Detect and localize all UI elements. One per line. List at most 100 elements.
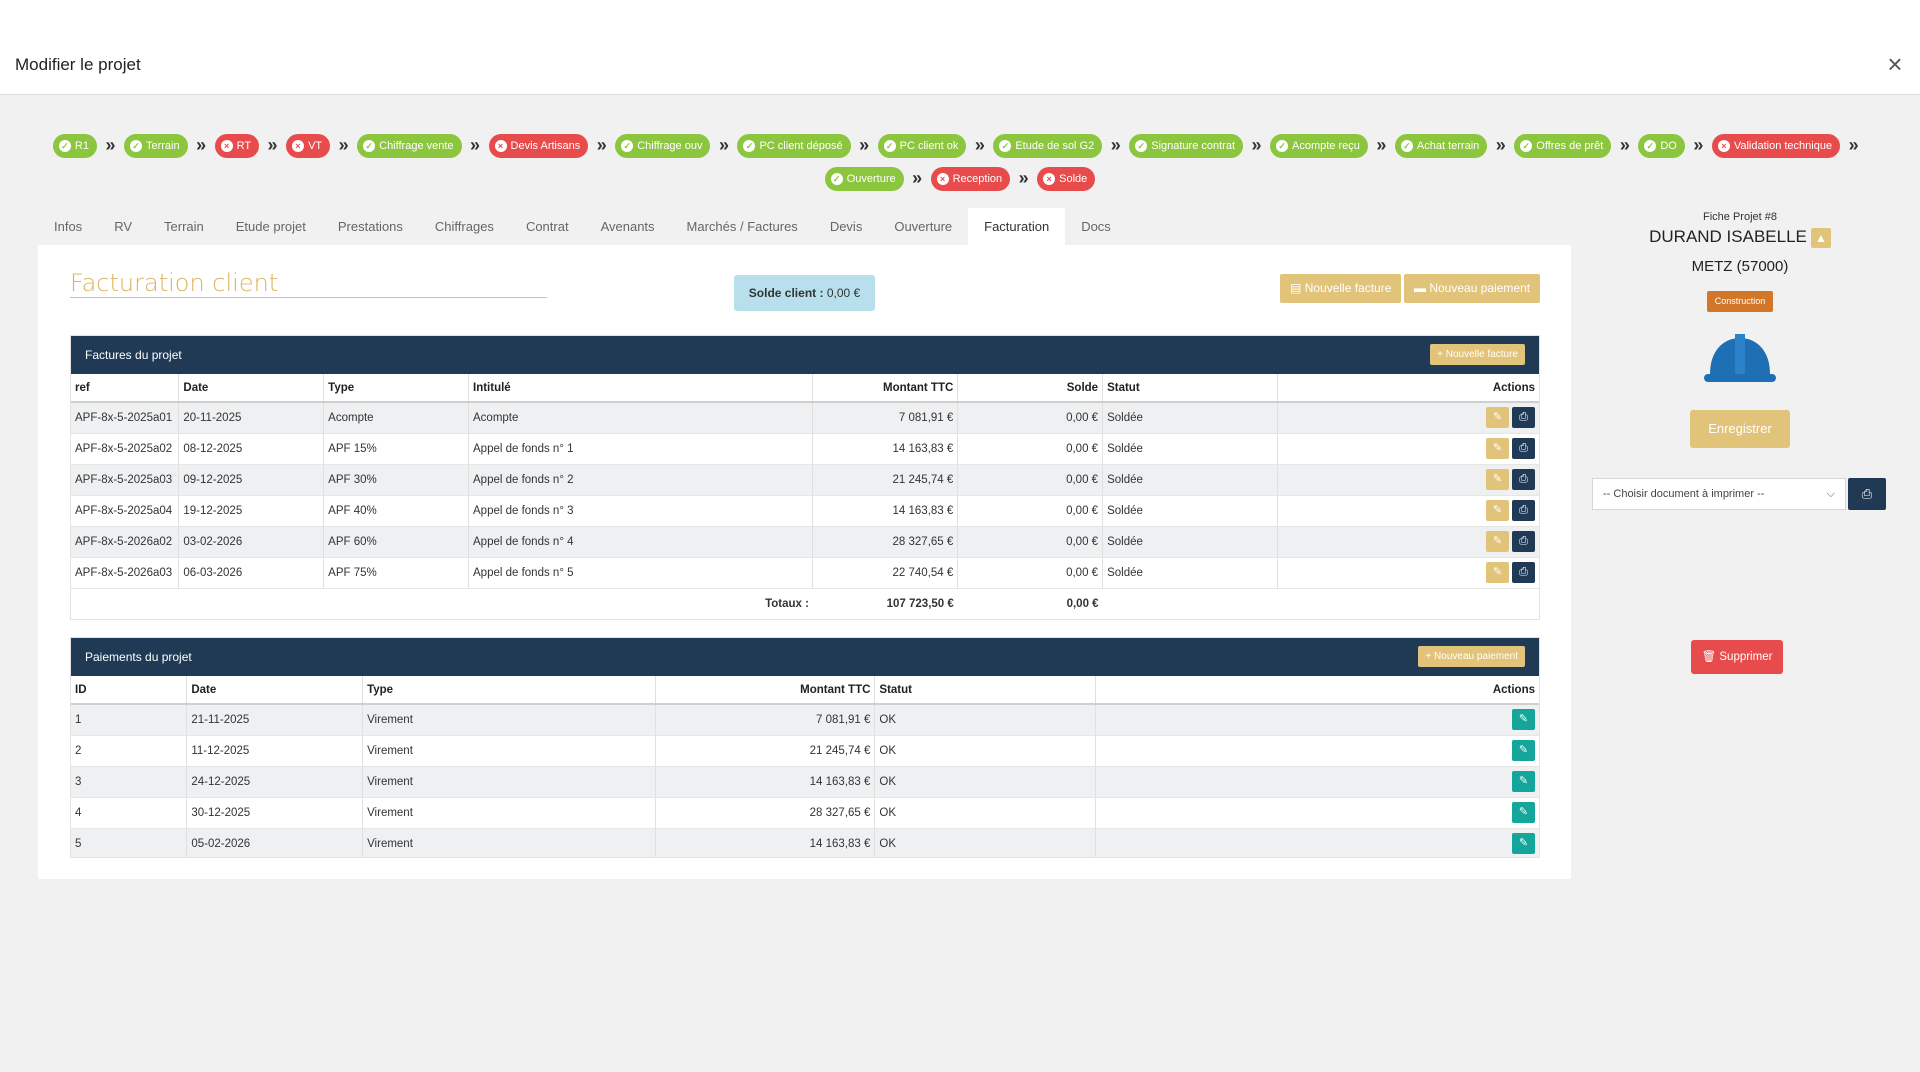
edit-icon[interactable]: ✎ [1512,709,1535,731]
table-cell: Soldée [1102,557,1278,589]
column-header[interactable]: ref [71,374,180,403]
step-badge[interactable]: ✓ Terrain [123,133,188,158]
step-badge[interactable]: × Reception [930,166,1011,191]
double-chevron-right-icon: » [338,135,349,155]
step-badge[interactable]: × Devis Artisans [488,133,589,158]
column-header[interactable]: Statut [1102,374,1278,403]
solde-label: Solde client : [748,286,824,300]
tab-infos[interactable]: Infos [54,219,83,234]
empty-cell [178,588,324,619]
step-badge[interactable]: ✓ Offres de prêt [1514,133,1612,158]
step-badge[interactable]: ✓ Chiffrage vente [357,133,462,158]
print-icon[interactable]: ⎙ [1512,407,1535,429]
tab-docs[interactable]: Docs [1081,219,1111,234]
double-chevron-right-icon: » [974,135,985,155]
step-badge[interactable]: ✓ PC client ok [877,133,967,158]
step-label: Offres de prêt [1536,139,1604,152]
invoices-card: Factures du projet + Nouvelle facture re… [70,335,1540,620]
invoices-table-header: ref Date Type Intitulé Montant TTC Solde Statu… [71,374,1539,403]
edit-icon[interactable]: ✎ [1486,500,1509,521]
step-badge[interactable]: ✓ Acompte reçu [1270,133,1368,158]
step-badge[interactable]: ✓ Chiffrage ouv [615,133,711,158]
edit-icon[interactable]: ✎ [1512,771,1535,792]
payments-card: Paiements du projet + Nouveau paiement I… [70,637,1540,858]
column-header[interactable]: Montant TTC [812,374,959,403]
edit-icon[interactable]: ✎ [1486,531,1509,552]
tab-facturation[interactable]: Facturation [968,208,1066,245]
column-header[interactable]: Date [186,676,364,705]
table-cell: Appel de fonds n° 3 [468,495,814,527]
column-header[interactable]: Intitulé [468,374,814,403]
step-badge[interactable]: × Validation technique [1711,133,1841,158]
tab-etude-projet[interactable]: Etude projet [235,219,306,234]
table-cell: 14 163,83 € [655,828,876,857]
payments-card-title: Paiements du projet [85,650,192,664]
table-cell: OK [874,828,1097,857]
tab-terrain[interactable]: Terrain [164,219,204,234]
column-header[interactable]: Type [323,374,469,403]
edit-icon[interactable]: ✎ [1486,407,1509,429]
edit-icon[interactable]: ✎ [1486,562,1509,583]
edit-icon[interactable]: ✎ [1512,833,1535,854]
step-badge[interactable]: ✓ Etude de sol G2 [993,133,1103,158]
column-header[interactable]: Montant TTC [655,676,876,705]
step-badge[interactable]: ✓ Achat terrain [1394,133,1488,158]
table-cell: 4 [71,797,188,829]
edit-icon[interactable]: ✎ [1486,469,1509,490]
new-payment-button[interactable]: ▬ Nouveau paiement [1404,274,1541,303]
tab-ouverture[interactable]: Ouverture [894,219,953,234]
close-icon[interactable]: × [1887,49,1903,79]
tab-prestations[interactable]: Prestations [337,219,403,234]
tab-rv[interactable]: RV [114,219,133,234]
delete-button[interactable]: 🗑 Supprimer [1691,640,1783,674]
edit-icon[interactable]: ✎ [1486,438,1509,459]
column-header[interactable]: Actions [1277,374,1539,403]
step-label: PC client déposé [759,139,843,152]
print-document-select[interactable]: -- Choisir document à imprimer -- ⌵ [1592,478,1846,510]
tab-avenants[interactable]: Avenants [600,219,655,234]
column-header[interactable]: Date [178,374,325,403]
tab-contrat[interactable]: Contrat [525,219,569,234]
user-icon[interactable]: ▲ [1810,227,1831,248]
tab-march-s-factures[interactable]: Marchés / Factures [686,219,798,234]
print-icon[interactable]: ⎙ [1512,469,1535,490]
table-cell: 28 327,65 € [812,526,959,558]
edit-icon[interactable]: ✎ [1512,740,1535,761]
new-invoice-button[interactable]: ▤ Nouvelle facture [1280,274,1402,303]
table-cell: Virement [362,735,656,767]
print-icon[interactable]: ⎙ [1512,438,1535,459]
double-chevron-right-icon: » [196,135,206,155]
save-button[interactable]: Enregistrer [1690,409,1790,448]
print-icon[interactable]: ⎙ [1512,500,1535,521]
column-header[interactable]: Actions [1095,676,1539,705]
step-badge[interactable]: ✓ Signature contrat [1129,133,1244,158]
column-header[interactable]: ID [71,676,188,705]
step-badge[interactable]: ✓ Ouverture [824,166,904,191]
edit-icon[interactable]: ✎ [1512,802,1535,823]
table-cell: 1 [71,704,188,736]
empty-cell [1102,588,1278,619]
step-badge[interactable]: ✓ DO [1638,133,1685,158]
column-header[interactable]: Solde [957,374,1104,403]
step-badge[interactable]: ✓ PC client déposé [737,133,851,158]
print-icon[interactable]: ⎙ [1512,562,1535,583]
step-item: × RT » [214,133,286,158]
add-invoice-button[interactable]: + Nouvelle facture [1430,344,1525,365]
cross-icon: × [1717,139,1730,152]
print-button[interactable]: ⎙ [1848,478,1886,510]
step-badge[interactable]: ✓ R1 [52,133,97,158]
tab-chiffrages[interactable]: Chiffrages [434,219,494,234]
print-icon[interactable]: ⎙ [1512,531,1535,552]
double-chevron-right-icon: » [1619,135,1630,155]
table-cell: Virement [362,704,656,736]
step-label: Solde [1059,172,1088,185]
column-header[interactable]: Statut [874,676,1097,705]
step-badge[interactable]: × VT [286,133,331,158]
client-name-text: DURAND ISABELLE [1649,227,1807,246]
column-header[interactable]: Type [362,676,656,705]
step-badge[interactable]: × RT [214,133,260,158]
double-chevron-right-icon: » [1376,135,1386,155]
add-payment-button[interactable]: + Nouveau paiement [1418,646,1525,667]
tab-devis[interactable]: Devis [829,219,863,234]
step-badge[interactable]: × Solde [1037,166,1096,191]
